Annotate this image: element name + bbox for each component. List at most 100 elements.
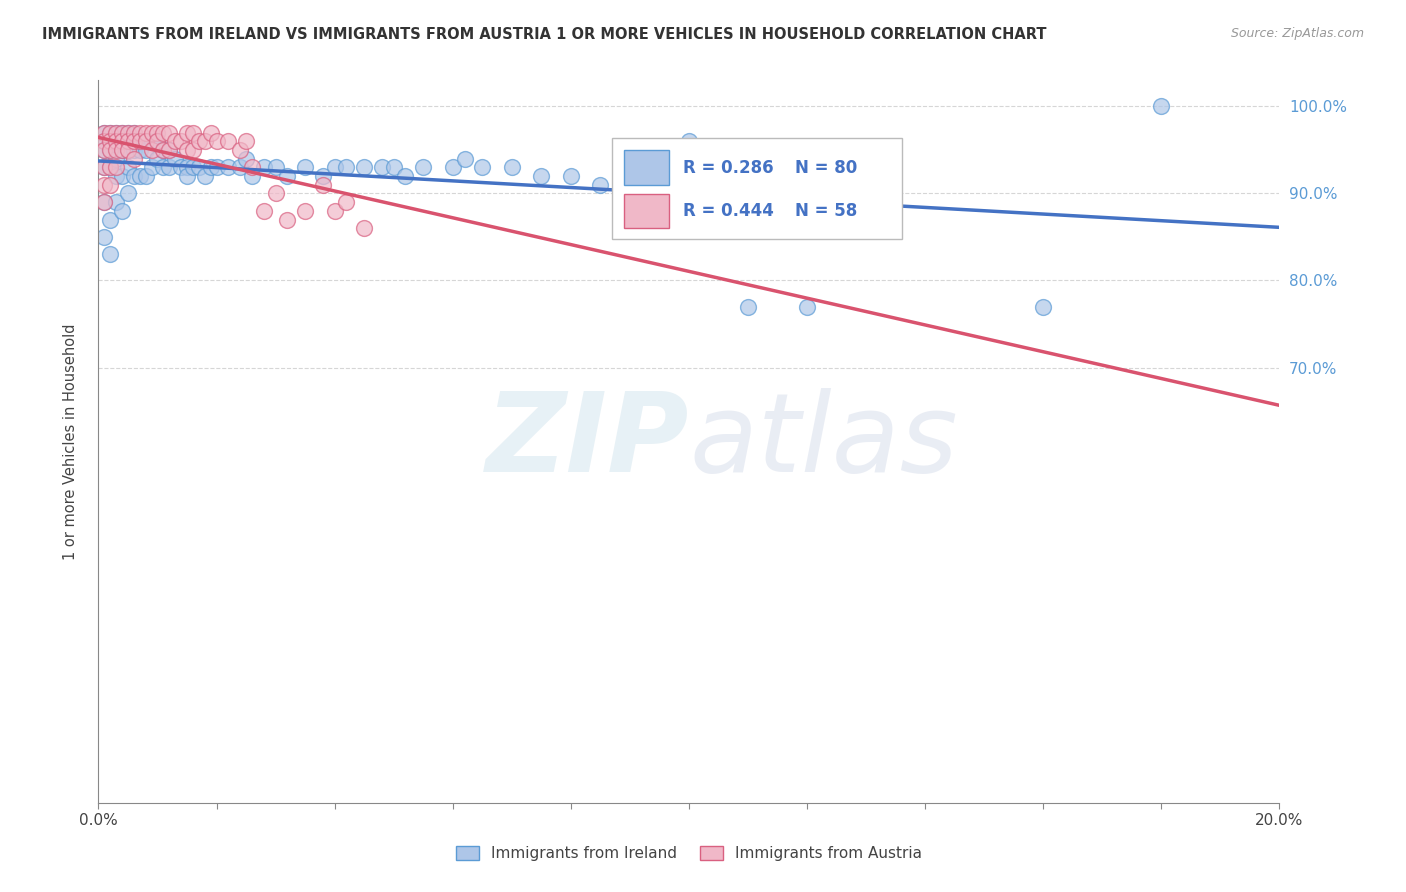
Point: [240, 169, 263, 183]
Point: [105, 143, 128, 157]
Point: [105, 169, 128, 183]
Point: [235, 134, 257, 148]
Point: [111, 126, 134, 140]
Point: [253, 161, 276, 175]
Point: [117, 126, 139, 140]
Point: [353, 221, 375, 235]
Point: [471, 161, 494, 175]
Text: Source: ZipAtlas.com: Source: ZipAtlas.com: [1230, 27, 1364, 40]
Point: [98, 134, 121, 148]
Point: [323, 203, 346, 218]
Point: [1150, 99, 1173, 113]
Point: [111, 143, 134, 157]
Point: [122, 169, 145, 183]
Point: [135, 143, 157, 157]
Point: [157, 143, 180, 157]
Point: [93, 195, 115, 210]
Point: [111, 143, 134, 157]
Point: [619, 169, 641, 183]
Point: [146, 152, 169, 166]
Point: [93, 134, 115, 148]
Point: [93, 143, 115, 157]
Point: [117, 126, 139, 140]
Point: [181, 161, 204, 175]
Point: [146, 134, 169, 148]
Text: R = 0.286: R = 0.286: [683, 159, 773, 177]
FancyBboxPatch shape: [624, 194, 669, 228]
Point: [217, 134, 239, 148]
Point: [111, 169, 134, 183]
Point: [93, 134, 115, 148]
Point: [98, 247, 121, 261]
Point: [105, 134, 128, 148]
Point: [128, 134, 150, 148]
Text: R = 0.444: R = 0.444: [683, 202, 773, 220]
Point: [122, 143, 145, 157]
Point: [181, 126, 204, 140]
Point: [264, 186, 287, 201]
Point: [200, 161, 222, 175]
Point: [453, 152, 475, 166]
Point: [353, 161, 375, 175]
Point: [98, 143, 121, 157]
FancyBboxPatch shape: [612, 138, 901, 239]
Point: [176, 143, 198, 157]
Point: [141, 143, 163, 157]
Point: [93, 161, 115, 175]
Point: [93, 126, 115, 140]
Point: [117, 134, 139, 148]
Point: [122, 126, 145, 140]
Point: [589, 178, 612, 192]
Point: [371, 161, 394, 175]
Point: [335, 195, 357, 210]
Point: [170, 134, 193, 148]
Text: atlas: atlas: [689, 388, 957, 495]
Point: [170, 161, 193, 175]
Point: [122, 152, 145, 166]
Point: [394, 169, 416, 183]
Point: [111, 203, 134, 218]
Point: [194, 169, 217, 183]
Point: [229, 143, 252, 157]
Point: [152, 143, 174, 157]
Point: [157, 161, 180, 175]
Point: [253, 203, 276, 218]
Point: [200, 126, 222, 140]
Point: [678, 134, 700, 148]
Point: [152, 126, 174, 140]
Text: N = 58: N = 58: [796, 202, 858, 220]
Point: [98, 178, 121, 192]
Point: [105, 152, 128, 166]
Point: [98, 161, 121, 175]
Point: [117, 186, 139, 201]
Point: [276, 212, 298, 227]
Point: [141, 161, 163, 175]
Point: [135, 126, 157, 140]
Point: [187, 134, 209, 148]
Point: [135, 134, 157, 148]
Point: [276, 169, 298, 183]
Point: [530, 169, 553, 183]
Point: [1032, 300, 1054, 314]
Text: ZIP: ZIP: [485, 388, 689, 495]
Point: [157, 126, 180, 140]
Point: [560, 169, 582, 183]
Point: [176, 169, 198, 183]
Point: [157, 143, 180, 157]
Point: [141, 134, 163, 148]
Point: [128, 134, 150, 148]
Point: [240, 161, 263, 175]
Point: [93, 178, 115, 192]
Point: [93, 230, 115, 244]
Point: [105, 126, 128, 140]
Point: [135, 169, 157, 183]
Point: [152, 143, 174, 157]
Point: [93, 126, 115, 140]
Point: [111, 126, 134, 140]
Point: [152, 161, 174, 175]
Point: [122, 134, 145, 148]
Point: [93, 143, 115, 157]
Text: IMMIGRANTS FROM IRELAND VS IMMIGRANTS FROM AUSTRIA 1 OR MORE VEHICLES IN HOUSEHO: IMMIGRANTS FROM IRELAND VS IMMIGRANTS FR…: [42, 27, 1046, 42]
Point: [165, 134, 187, 148]
Point: [187, 161, 209, 175]
